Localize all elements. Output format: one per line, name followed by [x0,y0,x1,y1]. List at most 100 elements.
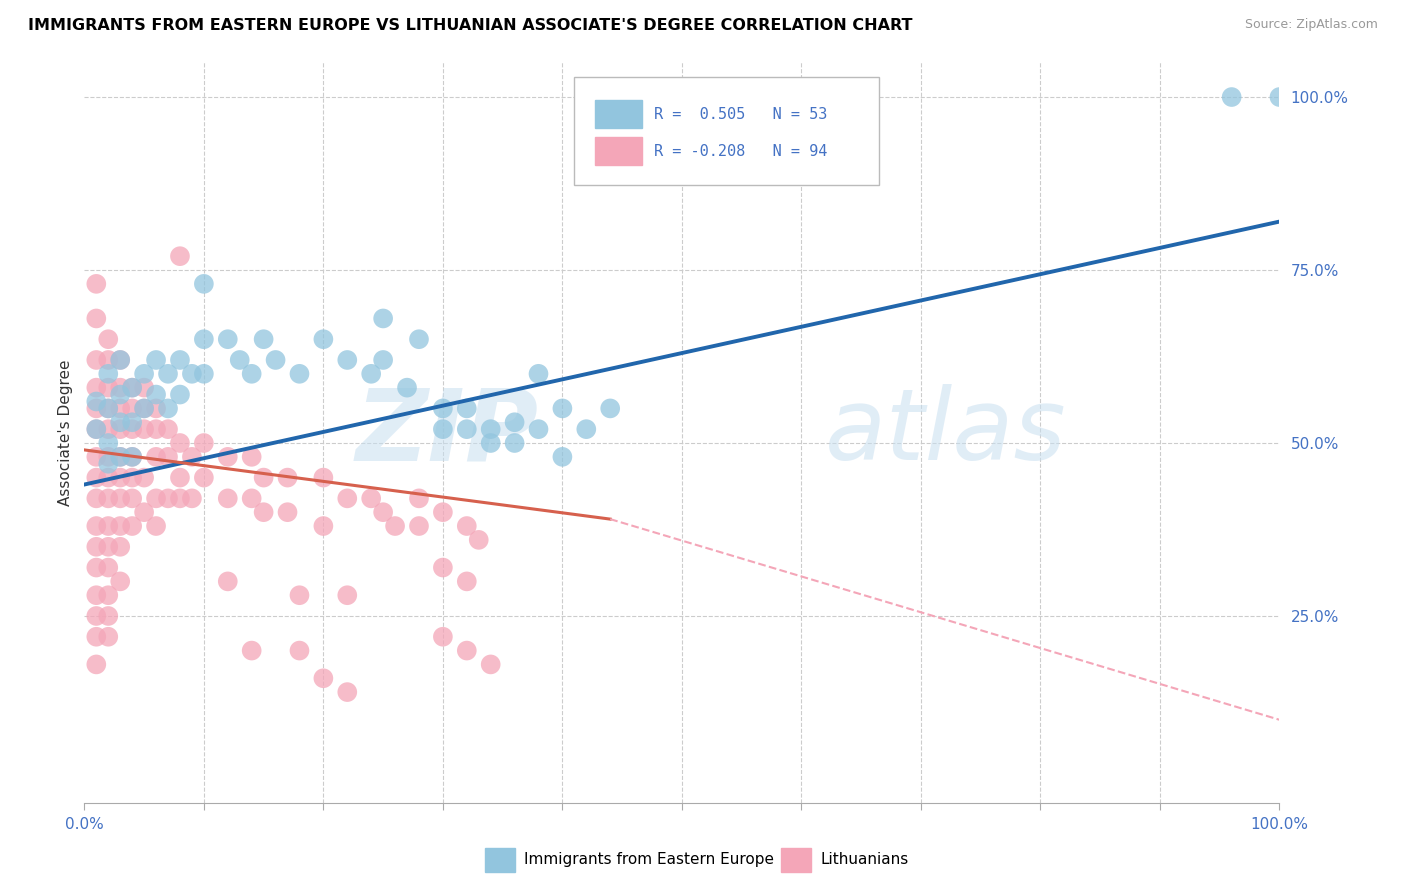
Point [408,491,430,506]
Point [432,401,454,416]
Point [157,367,180,381]
Point [599,401,621,416]
Point [97,540,120,554]
Point [229,353,252,368]
Point [110,401,132,416]
Point [132,367,156,381]
Point [145,353,167,368]
Point [97,519,120,533]
Point [169,491,191,506]
Point [277,470,299,484]
Point [253,332,276,346]
Point [121,491,143,506]
Point [181,491,204,506]
Text: ZIP: ZIP [356,384,538,481]
Point [110,519,132,533]
Text: Lithuanians: Lithuanians [821,853,908,867]
Point [121,415,143,429]
Text: IMMIGRANTS FROM EASTERN EUROPE VS LITHUANIAN ASSOCIATE'S DEGREE CORRELATION CHAR: IMMIGRANTS FROM EASTERN EUROPE VS LITHUA… [28,18,912,33]
Point [97,332,120,346]
Point [97,470,120,484]
Point [145,401,167,416]
Point [110,470,132,484]
Point [456,574,478,589]
Point [193,367,215,381]
Point [97,353,120,368]
Point [157,401,180,416]
Point [121,519,143,533]
Point [97,401,120,416]
Point [193,332,215,346]
Point [575,422,598,436]
Point [121,401,143,416]
Point [110,491,132,506]
Point [373,311,395,326]
Point [217,450,239,464]
Point [432,422,454,436]
Point [86,353,108,368]
Point [110,415,132,429]
Point [527,367,550,381]
Point [240,367,263,381]
Point [86,277,108,291]
Point [288,643,311,657]
Point [86,470,108,484]
Point [312,470,335,484]
Point [145,422,167,436]
Point [97,560,120,574]
Point [132,401,156,416]
Point [336,685,359,699]
Point [97,367,120,381]
Point [360,367,382,381]
Point [132,401,156,416]
Point [288,367,311,381]
Point [169,387,191,401]
Point [1220,90,1243,104]
Point [97,436,120,450]
Point [97,381,120,395]
Point [456,422,478,436]
Point [86,450,108,464]
Point [373,353,395,368]
Point [503,436,526,450]
Point [551,401,574,416]
Point [86,519,108,533]
Point [157,450,180,464]
Point [373,505,395,519]
Point [408,332,430,346]
Point [169,249,191,263]
Point [193,470,215,484]
Point [169,470,191,484]
Text: R = -0.208   N = 94: R = -0.208 N = 94 [654,144,828,159]
Point [193,277,215,291]
Point [551,450,574,464]
Y-axis label: Associate's Degree: Associate's Degree [58,359,73,506]
Point [110,353,132,368]
Point [468,533,491,547]
Text: atlas: atlas [825,384,1067,481]
Point [86,491,108,506]
Point [86,422,108,436]
Point [157,422,180,436]
Point [132,381,156,395]
Text: Source: ZipAtlas.com: Source: ZipAtlas.com [1244,18,1378,31]
Point [110,422,132,436]
Point [312,332,335,346]
Point [97,630,120,644]
Point [110,387,132,401]
Point [336,353,359,368]
Point [97,401,120,416]
Point [97,457,120,471]
Point [240,643,263,657]
Point [110,381,132,395]
Point [360,491,382,506]
FancyBboxPatch shape [575,78,879,185]
Point [121,450,143,464]
Point [86,394,108,409]
Point [181,367,204,381]
Point [217,332,239,346]
Point [396,381,419,395]
Point [312,519,335,533]
Point [132,422,156,436]
Point [110,450,132,464]
